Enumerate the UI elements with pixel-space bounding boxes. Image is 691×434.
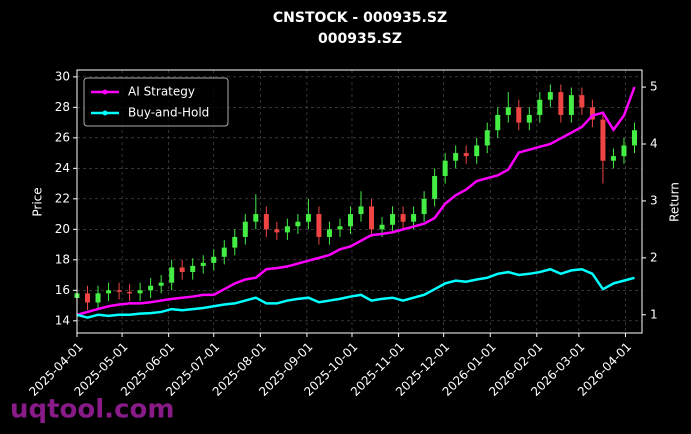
candle-body (85, 293, 91, 303)
return-line (76, 267, 635, 319)
candle-body (484, 130, 490, 146)
candle-body (432, 175, 438, 199)
plot-frame (76, 69, 643, 334)
candle-body (474, 145, 480, 157)
candle-body (379, 224, 385, 230)
candle-body (631, 130, 637, 146)
y2-tick-label: 3 (650, 193, 658, 207)
candle-body (200, 262, 206, 266)
chart-subtitle: 000935.SZ (318, 31, 402, 47)
candle-body (369, 206, 375, 230)
candle-body (463, 153, 469, 157)
candle-body (316, 214, 322, 237)
legend-box (83, 77, 229, 127)
legend-marker (102, 89, 108, 95)
y-axis-label: Price (31, 187, 45, 216)
legend-label: AI Strategy (128, 85, 195, 99)
candle-body (284, 226, 290, 233)
candle-body (579, 95, 585, 108)
candle-body (358, 206, 364, 215)
candle-body (337, 226, 343, 230)
candle-body (390, 214, 396, 225)
candle-body (516, 107, 522, 123)
candle-body (242, 221, 248, 237)
candle-body (505, 107, 511, 115)
candle-body (211, 256, 217, 263)
candle-body (526, 114, 532, 123)
candle-body (179, 267, 185, 273)
y2-tick-label: 2 (650, 250, 658, 264)
candle-body (148, 285, 154, 291)
candle-body (547, 92, 553, 100)
candle-body (621, 145, 627, 157)
chart-title: CNSTOCK - 000935.SZ (273, 10, 447, 26)
candle-body (232, 236, 238, 248)
candle-body (442, 160, 448, 176)
candle-body (537, 99, 543, 115)
y2-tick-label: 1 (650, 307, 658, 321)
legend-label: Buy-and-Hold (128, 106, 209, 120)
y-tick-label: 26 (55, 130, 70, 144)
candle-body (421, 198, 427, 215)
candle-body (411, 214, 417, 222)
y-tick-label: 14 (55, 313, 70, 327)
candle-body (137, 290, 143, 294)
candle-body (589, 107, 595, 120)
candle-body (600, 119, 606, 161)
candle-body (263, 214, 269, 230)
candle-body (221, 247, 227, 257)
candle-body (116, 290, 122, 292)
y2-tick-label: 5 (650, 80, 658, 94)
candle-body (190, 265, 196, 273)
candle-body (453, 153, 459, 161)
candle-body (253, 214, 259, 222)
candle-body (400, 214, 406, 222)
candle-body (305, 214, 311, 222)
candle-body (106, 290, 112, 294)
watermark: uqtool.com (10, 395, 174, 425)
legend: AI Strategy Buy-and-Hold (83, 77, 229, 127)
candle-body (169, 267, 175, 283)
y-tick-label: 24 (55, 161, 70, 175)
candle-body (326, 229, 332, 237)
candle-body (158, 282, 164, 286)
candle-body (495, 114, 501, 131)
candle-body (295, 221, 301, 227)
y-tick-label: 28 (55, 100, 70, 114)
y-tick-label: 22 (55, 191, 70, 205)
y2-tick-label: 4 (650, 137, 658, 151)
candle-body (558, 92, 564, 115)
return-line (76, 86, 636, 316)
candle-body (610, 156, 616, 161)
candle-body (127, 291, 133, 294)
y-tick-label: 20 (55, 222, 70, 236)
y-tick-label: 30 (55, 69, 70, 83)
legend-marker (102, 110, 108, 116)
candle-body (347, 214, 353, 227)
y-tick-label: 16 (55, 283, 70, 297)
candle-body (95, 293, 101, 303)
candle-body (274, 229, 280, 233)
y-tick-label: 18 (55, 252, 70, 266)
candle-body (568, 95, 574, 115)
y2-axis-label: Return (668, 182, 682, 222)
